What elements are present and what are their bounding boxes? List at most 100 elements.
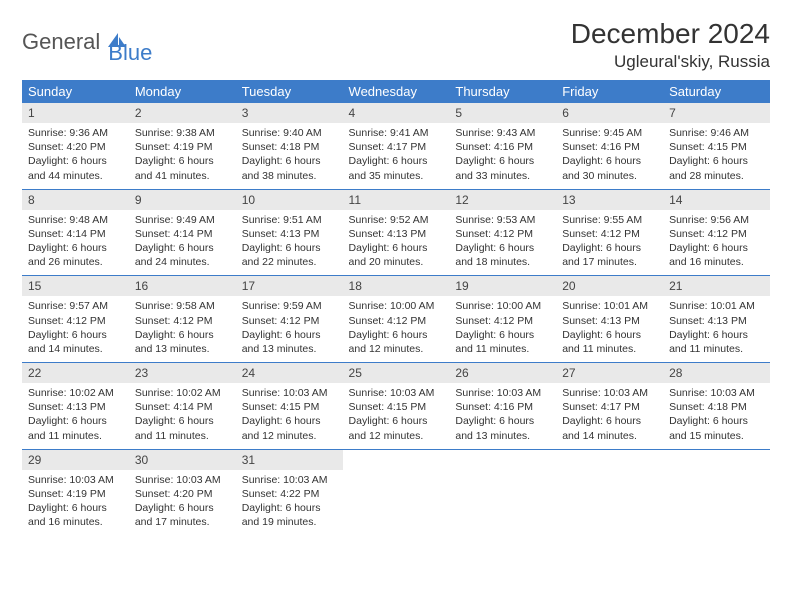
calendar-day-cell: 27Sunrise: 10:03 AMSunset: 4:17 PMDaylig… [556, 363, 663, 450]
weekday-header: Wednesday [343, 80, 450, 103]
day-details: Sunrise: 9:59 AMSunset: 4:12 PMDaylight:… [236, 296, 343, 362]
sunrise-text: Sunrise: 10:03 AM [242, 473, 337, 487]
sunset-text: Sunset: 4:19 PM [135, 140, 230, 154]
sunset-text: Sunset: 4:12 PM [28, 314, 123, 328]
calendar-day-cell: 26Sunrise: 10:03 AMSunset: 4:16 PMDaylig… [449, 363, 556, 450]
calendar-day-cell: 23Sunrise: 10:02 AMSunset: 4:14 PMDaylig… [129, 363, 236, 450]
day-details: Sunrise: 10:02 AMSunset: 4:14 PMDaylight… [129, 383, 236, 449]
weekday-header: Thursday [449, 80, 556, 103]
day-number: 11 [343, 190, 450, 210]
sunset-text: Sunset: 4:18 PM [669, 400, 764, 414]
calendar-day-cell: 14Sunrise: 9:56 AMSunset: 4:12 PMDayligh… [663, 189, 770, 276]
daylight-text-1: Daylight: 6 hours [349, 241, 444, 255]
day-number: 4 [343, 103, 450, 123]
daylight-text-2: and 41 minutes. [135, 169, 230, 183]
calendar-day-cell: 30Sunrise: 10:03 AMSunset: 4:20 PMDaylig… [129, 449, 236, 535]
day-details: Sunrise: 10:03 AMSunset: 4:19 PMDaylight… [22, 470, 129, 536]
daylight-text-2: and 17 minutes. [135, 515, 230, 529]
daylight-text-2: and 19 minutes. [242, 515, 337, 529]
day-details: Sunrise: 9:48 AMSunset: 4:14 PMDaylight:… [22, 210, 129, 276]
calendar-day-cell: 4Sunrise: 9:41 AMSunset: 4:17 PMDaylight… [343, 103, 450, 189]
sunrise-text: Sunrise: 9:52 AM [349, 213, 444, 227]
day-number: 8 [22, 190, 129, 210]
calendar-day-cell: 15Sunrise: 9:57 AMSunset: 4:12 PMDayligh… [22, 276, 129, 363]
sunrise-text: Sunrise: 9:57 AM [28, 299, 123, 313]
daylight-text-2: and 38 minutes. [242, 169, 337, 183]
daylight-text-1: Daylight: 6 hours [242, 154, 337, 168]
day-number: 30 [129, 450, 236, 470]
calendar-week-row: 1Sunrise: 9:36 AMSunset: 4:20 PMDaylight… [22, 103, 770, 189]
sunset-text: Sunset: 4:13 PM [242, 227, 337, 241]
day-details: Sunrise: 10:03 AMSunset: 4:18 PMDaylight… [663, 383, 770, 449]
daylight-text-2: and 12 minutes. [349, 342, 444, 356]
weekday-header: Sunday [22, 80, 129, 103]
day-details: Sunrise: 10:00 AMSunset: 4:12 PMDaylight… [343, 296, 450, 362]
daylight-text-2: and 22 minutes. [242, 255, 337, 269]
sunset-text: Sunset: 4:19 PM [28, 487, 123, 501]
day-details: Sunrise: 10:00 AMSunset: 4:12 PMDaylight… [449, 296, 556, 362]
daylight-text-1: Daylight: 6 hours [455, 414, 550, 428]
sunrise-text: Sunrise: 9:56 AM [669, 213, 764, 227]
sunrise-text: Sunrise: 9:51 AM [242, 213, 337, 227]
daylight-text-1: Daylight: 6 hours [669, 328, 764, 342]
day-number: 15 [22, 276, 129, 296]
calendar-day-cell [343, 449, 450, 535]
daylight-text-2: and 35 minutes. [349, 169, 444, 183]
daylight-text-1: Daylight: 6 hours [669, 154, 764, 168]
daylight-text-1: Daylight: 6 hours [562, 154, 657, 168]
day-details: Sunrise: 9:53 AMSunset: 4:12 PMDaylight:… [449, 210, 556, 276]
day-number: 12 [449, 190, 556, 210]
daylight-text-2: and 12 minutes. [349, 429, 444, 443]
sunrise-text: Sunrise: 10:02 AM [135, 386, 230, 400]
calendar-day-cell: 6Sunrise: 9:45 AMSunset: 4:16 PMDaylight… [556, 103, 663, 189]
sunrise-text: Sunrise: 10:03 AM [455, 386, 550, 400]
sunset-text: Sunset: 4:20 PM [135, 487, 230, 501]
sunrise-text: Sunrise: 9:48 AM [28, 213, 123, 227]
sunset-text: Sunset: 4:15 PM [349, 400, 444, 414]
day-details: Sunrise: 9:55 AMSunset: 4:12 PMDaylight:… [556, 210, 663, 276]
day-number: 19 [449, 276, 556, 296]
day-details: Sunrise: 9:38 AMSunset: 4:19 PMDaylight:… [129, 123, 236, 189]
daylight-text-2: and 14 minutes. [28, 342, 123, 356]
calendar-day-cell: 16Sunrise: 9:58 AMSunset: 4:12 PMDayligh… [129, 276, 236, 363]
location: Ugleural'skiy, Russia [571, 52, 770, 72]
sunset-text: Sunset: 4:12 PM [135, 314, 230, 328]
calendar-day-cell: 21Sunrise: 10:01 AMSunset: 4:13 PMDaylig… [663, 276, 770, 363]
daylight-text-2: and 28 minutes. [669, 169, 764, 183]
daylight-text-1: Daylight: 6 hours [242, 414, 337, 428]
calendar-week-row: 8Sunrise: 9:48 AMSunset: 4:14 PMDaylight… [22, 189, 770, 276]
calendar-day-cell: 20Sunrise: 10:01 AMSunset: 4:13 PMDaylig… [556, 276, 663, 363]
calendar-day-cell [556, 449, 663, 535]
sunrise-text: Sunrise: 9:45 AM [562, 126, 657, 140]
calendar-day-cell: 10Sunrise: 9:51 AMSunset: 4:13 PMDayligh… [236, 189, 343, 276]
sunrise-text: Sunrise: 10:01 AM [669, 299, 764, 313]
sunrise-text: Sunrise: 9:59 AM [242, 299, 337, 313]
daylight-text-1: Daylight: 6 hours [669, 414, 764, 428]
title-block: December 2024 Ugleural'skiy, Russia [571, 18, 770, 72]
calendar-day-cell: 13Sunrise: 9:55 AMSunset: 4:12 PMDayligh… [556, 189, 663, 276]
daylight-text-1: Daylight: 6 hours [135, 154, 230, 168]
sunrise-text: Sunrise: 10:03 AM [28, 473, 123, 487]
sunset-text: Sunset: 4:14 PM [135, 400, 230, 414]
sunrise-text: Sunrise: 10:02 AM [28, 386, 123, 400]
daylight-text-2: and 18 minutes. [455, 255, 550, 269]
day-number: 17 [236, 276, 343, 296]
day-number: 28 [663, 363, 770, 383]
sunrise-text: Sunrise: 10:01 AM [562, 299, 657, 313]
weekday-header: Tuesday [236, 80, 343, 103]
day-details: Sunrise: 9:36 AMSunset: 4:20 PMDaylight:… [22, 123, 129, 189]
daylight-text-1: Daylight: 6 hours [349, 154, 444, 168]
calendar-week-row: 29Sunrise: 10:03 AMSunset: 4:19 PMDaylig… [22, 449, 770, 535]
day-details: Sunrise: 10:03 AMSunset: 4:20 PMDaylight… [129, 470, 236, 536]
header: General Blue December 2024 Ugleural'skiy… [22, 18, 770, 72]
day-details: Sunrise: 9:40 AMSunset: 4:18 PMDaylight:… [236, 123, 343, 189]
day-details: Sunrise: 9:58 AMSunset: 4:12 PMDaylight:… [129, 296, 236, 362]
calendar-day-cell: 24Sunrise: 10:03 AMSunset: 4:15 PMDaylig… [236, 363, 343, 450]
daylight-text-2: and 13 minutes. [455, 429, 550, 443]
daylight-text-1: Daylight: 6 hours [135, 241, 230, 255]
day-number: 6 [556, 103, 663, 123]
day-number: 5 [449, 103, 556, 123]
day-details: Sunrise: 9:45 AMSunset: 4:16 PMDaylight:… [556, 123, 663, 189]
calendar-table: Sunday Monday Tuesday Wednesday Thursday… [22, 80, 770, 535]
sunset-text: Sunset: 4:12 PM [455, 314, 550, 328]
